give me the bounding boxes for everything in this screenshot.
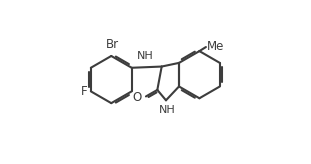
Text: Br: Br bbox=[105, 38, 118, 51]
Text: F: F bbox=[81, 84, 87, 98]
Text: O: O bbox=[132, 91, 142, 104]
Text: NH: NH bbox=[137, 51, 153, 62]
Text: Me: Me bbox=[207, 40, 224, 53]
Text: NH: NH bbox=[158, 105, 175, 115]
